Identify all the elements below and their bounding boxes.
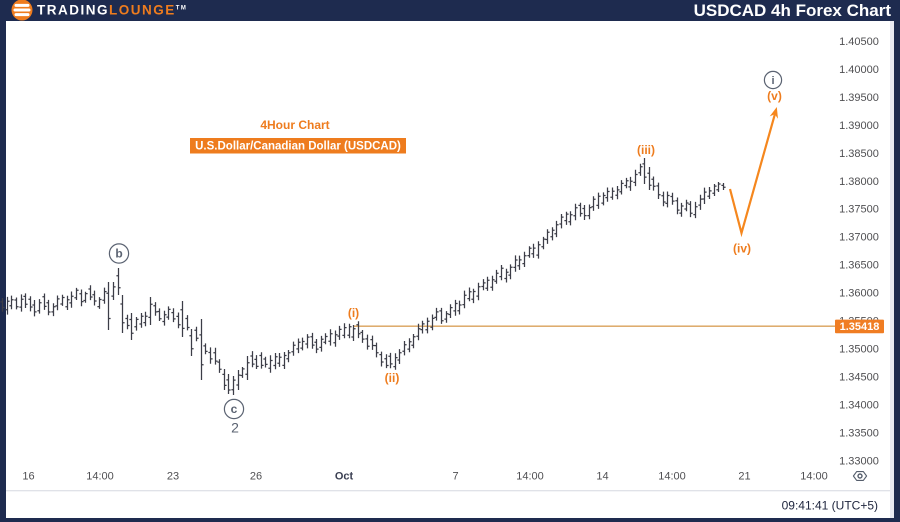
svg-text:1.36000: 1.36000	[839, 288, 879, 300]
svg-text:1.34500: 1.34500	[839, 372, 879, 384]
svg-text:26: 26	[250, 471, 262, 483]
svg-text:c: c	[231, 402, 238, 416]
svg-text:(i): (i)	[348, 306, 359, 320]
svg-text:b: b	[115, 247, 122, 261]
svg-text:14:00: 14:00	[86, 471, 114, 483]
svg-text:1.34000: 1.34000	[839, 400, 879, 412]
svg-text:16: 16	[22, 471, 34, 483]
svg-text:21: 21	[738, 471, 750, 483]
svg-text:1.40500: 1.40500	[839, 36, 879, 48]
svg-text:1.39500: 1.39500	[839, 92, 879, 104]
svg-text:TRADINGLOUNGETM: TRADINGLOUNGETM	[37, 3, 187, 18]
svg-text:Oct: Oct	[335, 471, 354, 483]
svg-text:1.35000: 1.35000	[839, 344, 879, 356]
svg-text:1.33500: 1.33500	[839, 428, 879, 440]
svg-text:(iv): (iv)	[733, 242, 751, 256]
svg-text:(v): (v)	[767, 89, 782, 103]
svg-text:1.38500: 1.38500	[839, 148, 879, 160]
svg-text:1.40000: 1.40000	[839, 64, 879, 76]
svg-text:USDCAD 4h Forex Chart: USDCAD 4h Forex Chart	[694, 1, 892, 20]
svg-text:(iii): (iii)	[637, 143, 655, 157]
svg-text:2: 2	[231, 420, 239, 436]
svg-text:14:00: 14:00	[800, 471, 828, 483]
svg-text:7: 7	[452, 471, 458, 483]
svg-text:1.35418: 1.35418	[840, 321, 880, 333]
svg-text:1.38000: 1.38000	[839, 176, 879, 188]
svg-text:(ii): (ii)	[385, 371, 400, 385]
svg-text:1.33000: 1.33000	[839, 455, 879, 467]
svg-text:14: 14	[596, 471, 608, 483]
svg-text:14:00: 14:00	[658, 471, 686, 483]
svg-text:1.36500: 1.36500	[839, 260, 879, 272]
svg-text:1.37000: 1.37000	[839, 232, 879, 244]
svg-text:i: i	[771, 75, 774, 87]
svg-text:1.39000: 1.39000	[839, 120, 879, 132]
svg-text:23: 23	[167, 471, 179, 483]
svg-text:14:00: 14:00	[516, 471, 544, 483]
svg-text:1.37500: 1.37500	[839, 204, 879, 216]
svg-text:U.S.Dollar/Canadian Dollar (US: U.S.Dollar/Canadian Dollar (USDCAD)	[195, 141, 401, 153]
svg-text:4Hour Chart: 4Hour Chart	[260, 118, 329, 132]
svg-text:09:41:41 (UTC+5): 09:41:41 (UTC+5)	[782, 499, 878, 513]
